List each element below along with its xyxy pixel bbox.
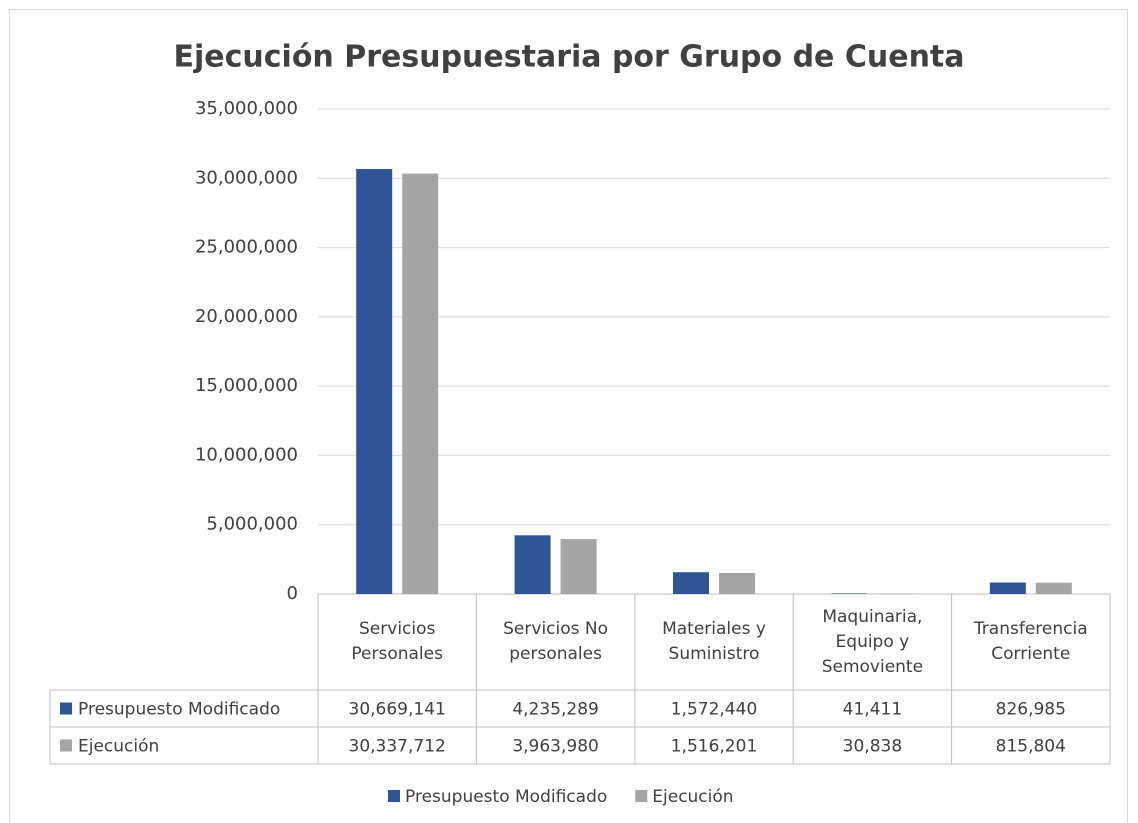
- x-tick-label: Servicios No personales: [503, 619, 609, 664]
- table-cell: 30,669,141: [349, 700, 446, 720]
- y-tick-label: 0: [287, 583, 298, 604]
- bar: [719, 572, 755, 594]
- table-cell: 826,985: [996, 700, 1066, 720]
- y-tick-label: 30,000,000: [195, 167, 298, 188]
- table-cell: 815,804: [996, 737, 1066, 757]
- y-tick-label: 15,000,000: [195, 375, 298, 396]
- y-tick-label: 10,000,000: [195, 444, 298, 465]
- y-tick-label: 5,000,000: [206, 514, 298, 535]
- chart-border: [9, 9, 1128, 823]
- table-cell: 3,963,980: [512, 737, 599, 757]
- bar: [1035, 582, 1072, 594]
- legend-label: Presupuesto Modificado: [405, 787, 607, 807]
- x-tick-label: Maquinaria, Equipo y Semoviente: [821, 606, 924, 677]
- bar: [356, 169, 393, 594]
- legend-key: [635, 790, 648, 802]
- bar: [989, 582, 1026, 594]
- table-cell: 30,337,712: [349, 737, 446, 757]
- bar: [402, 173, 439, 594]
- table-row-label: Ejecución: [78, 737, 159, 757]
- table-cell: 1,516,201: [671, 737, 758, 757]
- legend-label: Ejecución: [652, 787, 733, 807]
- table-cell: 30,838: [843, 737, 902, 757]
- x-tick-label: Materiales y Suministro: [662, 619, 766, 664]
- bar: [831, 593, 868, 594]
- table-cell: 41,411: [843, 700, 902, 720]
- x-tick-label: Transferencia Corriente: [973, 619, 1088, 664]
- x-tick-label: Servicios Personales: [351, 619, 443, 664]
- table-row-label: Presupuesto Modificado: [78, 700, 280, 720]
- table-cell: 4,235,289: [512, 700, 599, 720]
- legend-key: [60, 702, 72, 715]
- legend-key: [388, 790, 400, 802]
- y-tick-label: 35,000,000: [195, 98, 298, 119]
- y-tick-label: 25,000,000: [195, 237, 298, 258]
- chart-title: Ejecución Presupuestaria por Grupo de Cu…: [173, 40, 964, 75]
- bar: [514, 535, 551, 594]
- table-cell: 1,572,440: [671, 700, 758, 720]
- legend-key: [60, 739, 72, 752]
- bar: [673, 572, 709, 594]
- bar: [560, 539, 597, 594]
- y-tick-label: 20,000,000: [195, 306, 298, 327]
